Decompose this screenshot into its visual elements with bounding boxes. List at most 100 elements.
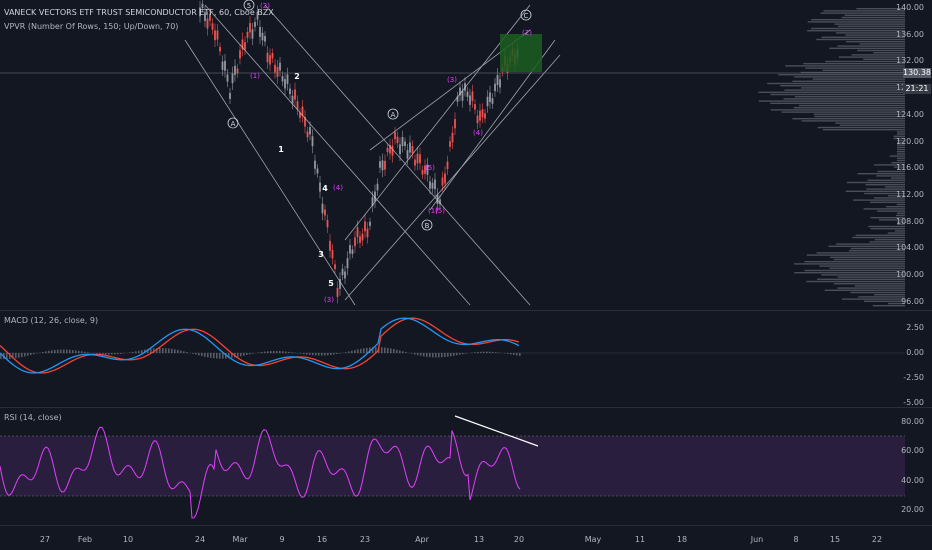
wave-label-purple: (2) (260, 2, 270, 10)
macd-histogram-bar (114, 353, 116, 355)
candle-body (354, 237, 356, 247)
volume-profile-bar (823, 129, 905, 131)
volume-profile-bar (870, 217, 905, 219)
volume-profile-bar (853, 199, 905, 201)
candle-body (396, 136, 399, 143)
candle-body (311, 136, 314, 147)
volume-profile-bar (801, 120, 905, 122)
candle-body (291, 95, 294, 104)
volume-profile-bar (835, 122, 905, 124)
macd-histogram-bar (135, 351, 137, 353)
macd-histogram-bar (288, 351, 290, 353)
macd-legend[interactable]: MACD (12, 26, close, 9) (4, 316, 99, 325)
volume-profile-bar (811, 27, 905, 30)
volume-profile-bar (814, 115, 905, 118)
candle-body (204, 12, 206, 21)
macd-histogram-bar (165, 348, 167, 353)
macd-histogram-bar (174, 349, 176, 353)
candle-body (219, 46, 221, 52)
candle-body (274, 64, 276, 73)
volume-profile-bar (793, 107, 905, 109)
volume-profile-bar (896, 214, 905, 217)
rsi-legend[interactable]: RSI (14, close) (4, 413, 62, 422)
volume-profile-bar (784, 89, 905, 91)
time-tick-label: Apr (415, 535, 429, 544)
macd-histogram-bar (75, 350, 77, 353)
time-tick-label: 22 (871, 535, 883, 544)
candle-body (249, 22, 251, 33)
macd-histogram-bar (66, 349, 68, 353)
macd-histogram-bar (132, 351, 134, 353)
macd-histogram-bar (207, 353, 209, 358)
rsi-tick-label: 60.00 (901, 446, 924, 456)
volume-profile-bar (869, 241, 905, 243)
volume-profile-bar (770, 93, 905, 96)
macd-histogram-bar (516, 353, 518, 356)
macd-histogram-bar (129, 352, 131, 353)
volume-profile-bar (767, 82, 905, 85)
volume-profile-bar (833, 283, 905, 285)
volume-profile-bar (885, 186, 905, 188)
pane-separator[interactable] (0, 310, 932, 311)
volume-profile-bar (897, 221, 905, 223)
macd-histogram-bar (138, 350, 140, 353)
macd-histogram-bar (105, 353, 107, 355)
candle-body (331, 250, 334, 259)
volume-profile-bar (825, 60, 905, 63)
symbol-legend[interactable]: VANECK VECTORS ETF TRUST SEMICONDUCTOR E… (4, 8, 274, 17)
volume-profile-bar (877, 170, 905, 173)
macd-histogram-bar (381, 347, 383, 353)
candle-body (416, 153, 419, 164)
volume-profile-bar (837, 287, 905, 289)
macd-histogram-bar (204, 353, 206, 357)
volume-profile-bar (893, 137, 905, 140)
candle-body (279, 62, 281, 71)
macd-histogram-bar (51, 350, 53, 353)
macd-histogram-bar (336, 353, 338, 355)
candle-body (269, 55, 271, 65)
volume-profile-bar (874, 164, 905, 166)
volume-profile-bar (889, 155, 905, 157)
volume-profile-bar (857, 173, 905, 175)
candle-body (446, 161, 449, 170)
candle-body (299, 112, 301, 118)
candle-body (349, 245, 351, 254)
rsi-tick-label: 40.00 (901, 475, 924, 485)
time-tick-label: Jun (750, 535, 764, 544)
volume-profile-bar (897, 153, 905, 155)
volume-profile-bar (811, 19, 905, 21)
wave-label-purple: (4) (333, 184, 343, 192)
macd-histogram-bar (18, 353, 20, 358)
macd-histogram-bar (279, 351, 281, 353)
candle-body (496, 75, 499, 86)
rsi-pane (0, 415, 905, 519)
volume-profile-bar (897, 157, 905, 159)
volume-profile-bar (816, 38, 905, 41)
candle-body (469, 95, 471, 105)
candle-body (319, 182, 321, 192)
wave-label-circled: A (231, 120, 236, 128)
macd-histogram-bar (168, 348, 170, 353)
time-tick-label: 20 (513, 535, 525, 544)
candle-body (426, 164, 429, 175)
candle-body (214, 30, 216, 41)
macd-histogram-bar (372, 347, 374, 353)
volume-profile-bar (897, 140, 905, 142)
macd-histogram-bar (15, 353, 17, 359)
volume-profile-bar (821, 36, 905, 38)
price-tick-label: 120.00 (896, 136, 924, 146)
macd-histogram-bar (309, 353, 311, 355)
time-tick-label: 16 (316, 535, 328, 544)
volume-profile-bar (837, 45, 905, 47)
macd-histogram-bar (150, 348, 152, 353)
vpvr-legend[interactable]: VPVR (Number Of Rows, 150; Up/Down, 70) (4, 22, 179, 31)
candle-body (389, 144, 391, 154)
price-tick-label: 132.00 (896, 56, 924, 66)
volume-profile-bar (897, 144, 905, 146)
macd-histogram-bar (429, 353, 431, 358)
macd-histogram-bar (144, 349, 146, 353)
pane-separator[interactable] (0, 407, 932, 408)
candle-body (281, 76, 284, 82)
candle-body (456, 96, 459, 102)
